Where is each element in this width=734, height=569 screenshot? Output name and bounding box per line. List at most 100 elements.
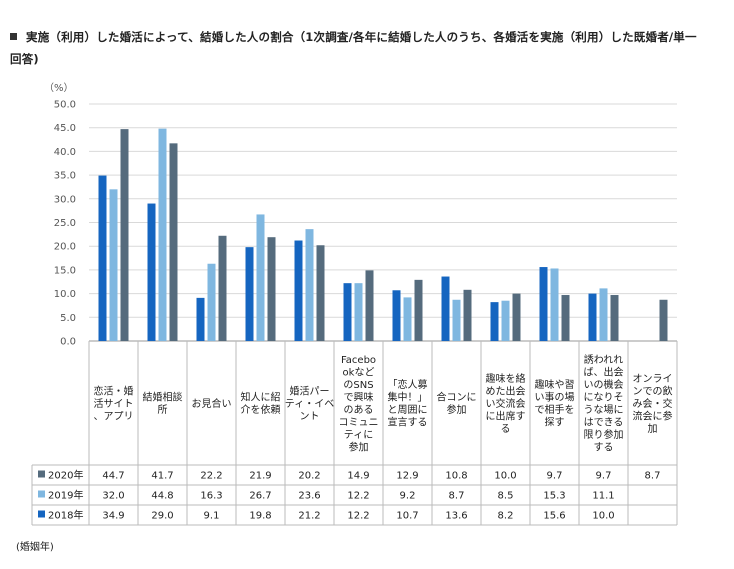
- table-cell: 12.9: [396, 471, 418, 482]
- category-label-line: うな場に: [584, 403, 624, 416]
- legend-label: 2018年: [48, 509, 83, 522]
- bar-2018年: [196, 297, 205, 341]
- category-label-line: 限り参加: [584, 428, 624, 441]
- category-label-line: 加: [648, 423, 658, 435]
- bar-2020年: [512, 293, 521, 341]
- table-cell: 9.7: [596, 471, 612, 482]
- category-label-line: 活サイト: [94, 398, 134, 410]
- category-label: 婚活パーティ・イベント: [285, 384, 334, 422]
- y-tick-label: 35.0: [54, 171, 76, 182]
- table-cell: 15.3: [543, 491, 565, 502]
- bar-2019年: [305, 229, 314, 341]
- bar-2020年: [316, 245, 325, 341]
- bar-2018年: [147, 203, 156, 341]
- category-label-line: 趣味や習: [535, 378, 575, 391]
- bar-2019年: [599, 288, 608, 341]
- y-tick-label: 15.0: [54, 265, 76, 276]
- category-label-line: 宣言する: [388, 416, 428, 429]
- category-label: オンラインでの飲み会・交流会に参加: [633, 373, 673, 435]
- category-label-line: ば、出会: [584, 366, 624, 379]
- category-label-line: okなど: [343, 367, 375, 379]
- category-label-line: オンライ: [633, 373, 673, 385]
- bar-2020年: [610, 295, 619, 341]
- bar-2018年: [490, 302, 499, 341]
- category-label: 誘われれば、出会いの機会になりそうな場にはできる限り参加する: [584, 353, 624, 454]
- y-tick-label: 50.0: [54, 100, 76, 111]
- category-label-line: はできる: [584, 417, 624, 429]
- category-label-line: 、アプリ: [94, 410, 134, 422]
- category-label-line: する: [594, 442, 614, 454]
- data-table: 恋活・婚活サイト、アプリ結婚相談所お見合い知人に紹介を依頼婚活パーティ・イベント…: [31, 341, 678, 526]
- category-label-line: 結婚相談: [143, 391, 183, 404]
- category-label-line: Facebo: [341, 355, 376, 366]
- category-label-line: い事の場: [535, 391, 575, 404]
- category-label-line: コミュニ: [339, 418, 379, 429]
- category-label-line: 参加: [447, 403, 467, 416]
- table-cell: 9.7: [547, 471, 563, 482]
- table-cell: 9.2: [400, 491, 416, 502]
- bar-2019年: [452, 299, 461, 341]
- table-cell: 14.9: [347, 471, 369, 482]
- category-label: 合コンに参加: [437, 391, 477, 417]
- category-label: Facebo okなどのSNS で興味のあるコミュニティに参加: [339, 355, 379, 454]
- category-label-line: 趣味を絡: [486, 372, 526, 385]
- bar-2019年: [109, 189, 118, 341]
- y-tick-label: 10.0: [54, 289, 76, 300]
- category-label-line: 介を依頼: [241, 403, 281, 416]
- bar-2019年: [403, 297, 412, 341]
- table-cell: 10.7: [396, 511, 418, 522]
- category-label: 知人に紹介を依頼: [241, 391, 281, 417]
- category-label: 「恋人募集中！」と周囲に宣言する: [388, 378, 428, 429]
- category-label-line: のSNS: [343, 380, 373, 391]
- bar-2019年: [158, 128, 167, 341]
- legend-swatch: [38, 490, 45, 498]
- category-label-line: ティに: [344, 429, 373, 441]
- bar-2020年: [120, 129, 129, 341]
- bars: [98, 128, 668, 341]
- table-cell: 16.3: [200, 491, 222, 502]
- bar-2019年: [207, 263, 216, 341]
- bar-2020年: [267, 237, 276, 341]
- table-cell: 15.6: [543, 511, 565, 522]
- category-label-line: 知人に紹: [241, 391, 281, 404]
- bar-2018年: [539, 267, 548, 341]
- bar-2018年: [392, 290, 401, 341]
- chart-title-text: 実施（利用）した婚活によって、結婚した人の割合（1次調査/各年に結婚した人のうち…: [10, 30, 697, 66]
- y-tick-label: 25.0: [54, 218, 76, 229]
- table-cell: 44.8: [151, 491, 173, 502]
- category-label-line: ント: [300, 411, 320, 422]
- table-cell: 34.9: [102, 511, 124, 522]
- category-label-line: になりそ: [584, 392, 624, 404]
- title-bullet-icon: [10, 33, 17, 40]
- category-label-line: 参加: [349, 441, 369, 454]
- category-label-line: い交流会: [486, 397, 526, 410]
- bar-2019年: [354, 283, 363, 341]
- category-label-line: ティ・イベ: [285, 398, 334, 410]
- category-label-line: めた出会: [486, 384, 526, 397]
- category-label-line: 所: [158, 404, 168, 416]
- category-label-line: ンでの飲: [633, 384, 673, 397]
- bar-2020年: [463, 289, 472, 341]
- table-cell: 12.2: [347, 491, 369, 502]
- category-label-line: 流会に参: [633, 409, 673, 422]
- y-tick-label: 5.0: [60, 313, 76, 324]
- category-label-line: と周囲に: [388, 404, 428, 416]
- table-cell: 41.7: [151, 471, 173, 482]
- category-label-line: 探す: [545, 416, 565, 429]
- bar-2020年: [414, 279, 423, 341]
- table-cell: 8.7: [449, 491, 465, 502]
- bar-2020年: [218, 235, 227, 341]
- table-cell: 9.1: [204, 511, 220, 522]
- table-cell: 26.7: [249, 491, 271, 502]
- bar-2018年: [343, 283, 352, 341]
- bar-2018年: [294, 240, 303, 341]
- x-axis-label: (婚姻年): [16, 540, 54, 553]
- category-label-line: で興味: [344, 392, 374, 404]
- table-cell: 44.7: [102, 471, 124, 482]
- category-label-line: で相手を: [535, 403, 575, 416]
- category-label-line: 集中！」: [388, 391, 428, 404]
- category-label: お見合い: [192, 397, 232, 410]
- table-cell: 21.2: [298, 511, 320, 522]
- bar-2018年: [588, 293, 597, 341]
- bar-2020年: [365, 270, 374, 341]
